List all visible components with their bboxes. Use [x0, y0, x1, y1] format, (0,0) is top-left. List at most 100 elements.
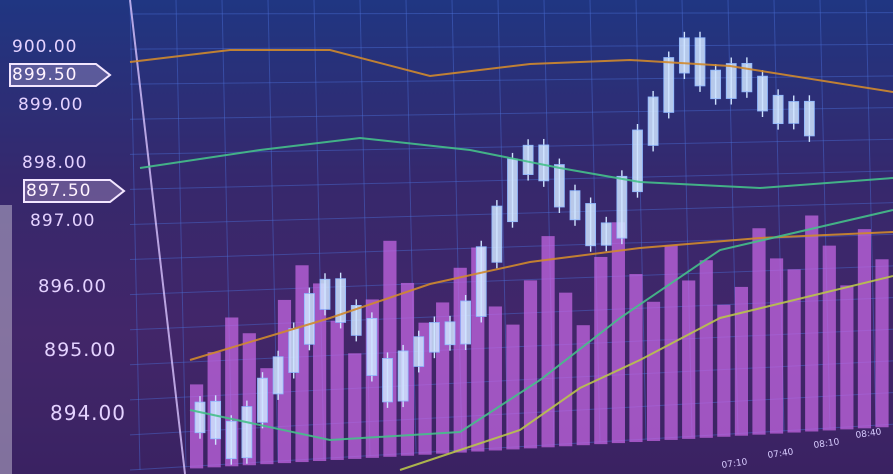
volume-bar	[787, 269, 801, 433]
volume-bar	[330, 320, 344, 460]
grid-line-horizontal	[129, 43, 893, 50]
candle-body	[303, 293, 315, 345]
volume-bar	[629, 274, 643, 443]
volume-bar	[734, 286, 749, 436]
candle-body	[569, 190, 581, 221]
y-tick-label: 894.00	[50, 401, 126, 425]
candle-body	[225, 420, 237, 460]
grid-line-vertical	[175, 0, 187, 468]
candle-body	[350, 304, 362, 336]
moving-average-orange	[129, 49, 893, 93]
y-tick-label: 895.00	[44, 339, 116, 361]
candle-body	[257, 377, 268, 423]
candle-body	[600, 222, 612, 246]
y-tick-label: 899.00	[18, 95, 83, 115]
candle-body	[585, 203, 597, 247]
y-tick-label: 900.00	[12, 37, 77, 57]
volume-bar	[875, 259, 889, 428]
price-tag-marker	[9, 63, 112, 87]
volume-bar	[541, 236, 555, 448]
candle-body	[366, 317, 378, 376]
volume-bar	[646, 301, 661, 441]
grid-line-horizontal	[129, 265, 893, 296]
grid-line-vertical	[635, 0, 647, 440]
y-axis	[129, 0, 186, 474]
candle-body	[491, 205, 503, 263]
candle-body	[335, 278, 347, 323]
volume-bar	[611, 222, 625, 444]
y-tick-label: 897.50	[26, 181, 91, 201]
price-tag-marker	[23, 179, 126, 203]
volume-bar	[523, 280, 538, 449]
volume-bar	[506, 324, 520, 450]
moving-average-orange-2	[189, 231, 893, 361]
candle-body	[475, 246, 487, 317]
x-tick-label: 07:40	[767, 447, 794, 461]
candle-body	[428, 322, 440, 353]
candle-body	[772, 94, 784, 125]
candle-body	[694, 37, 706, 87]
volume-bar	[682, 280, 696, 439]
y-tick-label: 896.00	[38, 276, 107, 297]
volume-bar	[594, 256, 608, 445]
y-tick-label: 897.00	[30, 211, 95, 231]
candle-body	[241, 406, 253, 459]
grid-line-vertical	[865, 0, 877, 426]
grid-line-horizontal	[129, 297, 893, 331]
candle-body	[663, 57, 675, 113]
volume-bar	[453, 267, 467, 453]
volume-bar	[348, 353, 362, 459]
grid-line-horizontal	[129, 12, 893, 15]
volume-bar	[576, 325, 590, 446]
volume-bar	[857, 229, 872, 429]
moving-average-green-2	[189, 209, 893, 442]
y-tick-label: 898.00	[22, 153, 87, 173]
candle-body	[507, 158, 518, 223]
candle-body	[210, 400, 222, 440]
candle-body	[444, 321, 456, 346]
candle-body	[741, 62, 753, 93]
volume-bar	[840, 285, 854, 430]
x-tick-label: 08:10	[813, 437, 840, 451]
candle-body	[757, 75, 768, 112]
grid-line-vertical	[129, 0, 141, 471]
volume-bar	[383, 240, 397, 457]
grid-line-vertical	[405, 0, 417, 454]
volume-bar	[313, 283, 327, 462]
moving-average-green	[139, 136, 893, 190]
candle-body	[725, 63, 737, 99]
candle-body	[272, 356, 284, 395]
candle-body	[632, 129, 643, 193]
candle-body	[194, 401, 206, 434]
volume-bar	[769, 258, 784, 434]
candle-body	[397, 350, 409, 402]
grid-line-vertical	[497, 0, 509, 448]
candles	[194, 31, 815, 465]
volume-bar	[822, 245, 836, 431]
volume-bar	[559, 292, 573, 447]
candle-body	[460, 300, 472, 345]
volume-bar	[717, 304, 731, 437]
candle-body	[288, 328, 300, 373]
candle-body	[803, 100, 815, 137]
candle-body	[647, 96, 659, 146]
candle-body	[678, 37, 690, 74]
volume-bar	[699, 260, 713, 438]
left-edge-band	[0, 205, 12, 474]
x-tick-label: 07:10	[721, 457, 748, 471]
volume-bar	[277, 299, 292, 464]
grid-line-horizontal	[129, 138, 893, 155]
volume-bar	[488, 306, 502, 451]
candle-body	[788, 101, 800, 124]
moving-average-yellow	[399, 275, 893, 471]
candle-body	[382, 358, 393, 403]
y-tick-label: 899.50	[12, 65, 77, 85]
volume-bar	[752, 228, 766, 435]
candle-body	[538, 144, 550, 182]
candle-body	[616, 175, 628, 239]
volume-bar	[805, 215, 819, 432]
candle-body	[710, 69, 722, 100]
candle-body	[553, 164, 565, 208]
